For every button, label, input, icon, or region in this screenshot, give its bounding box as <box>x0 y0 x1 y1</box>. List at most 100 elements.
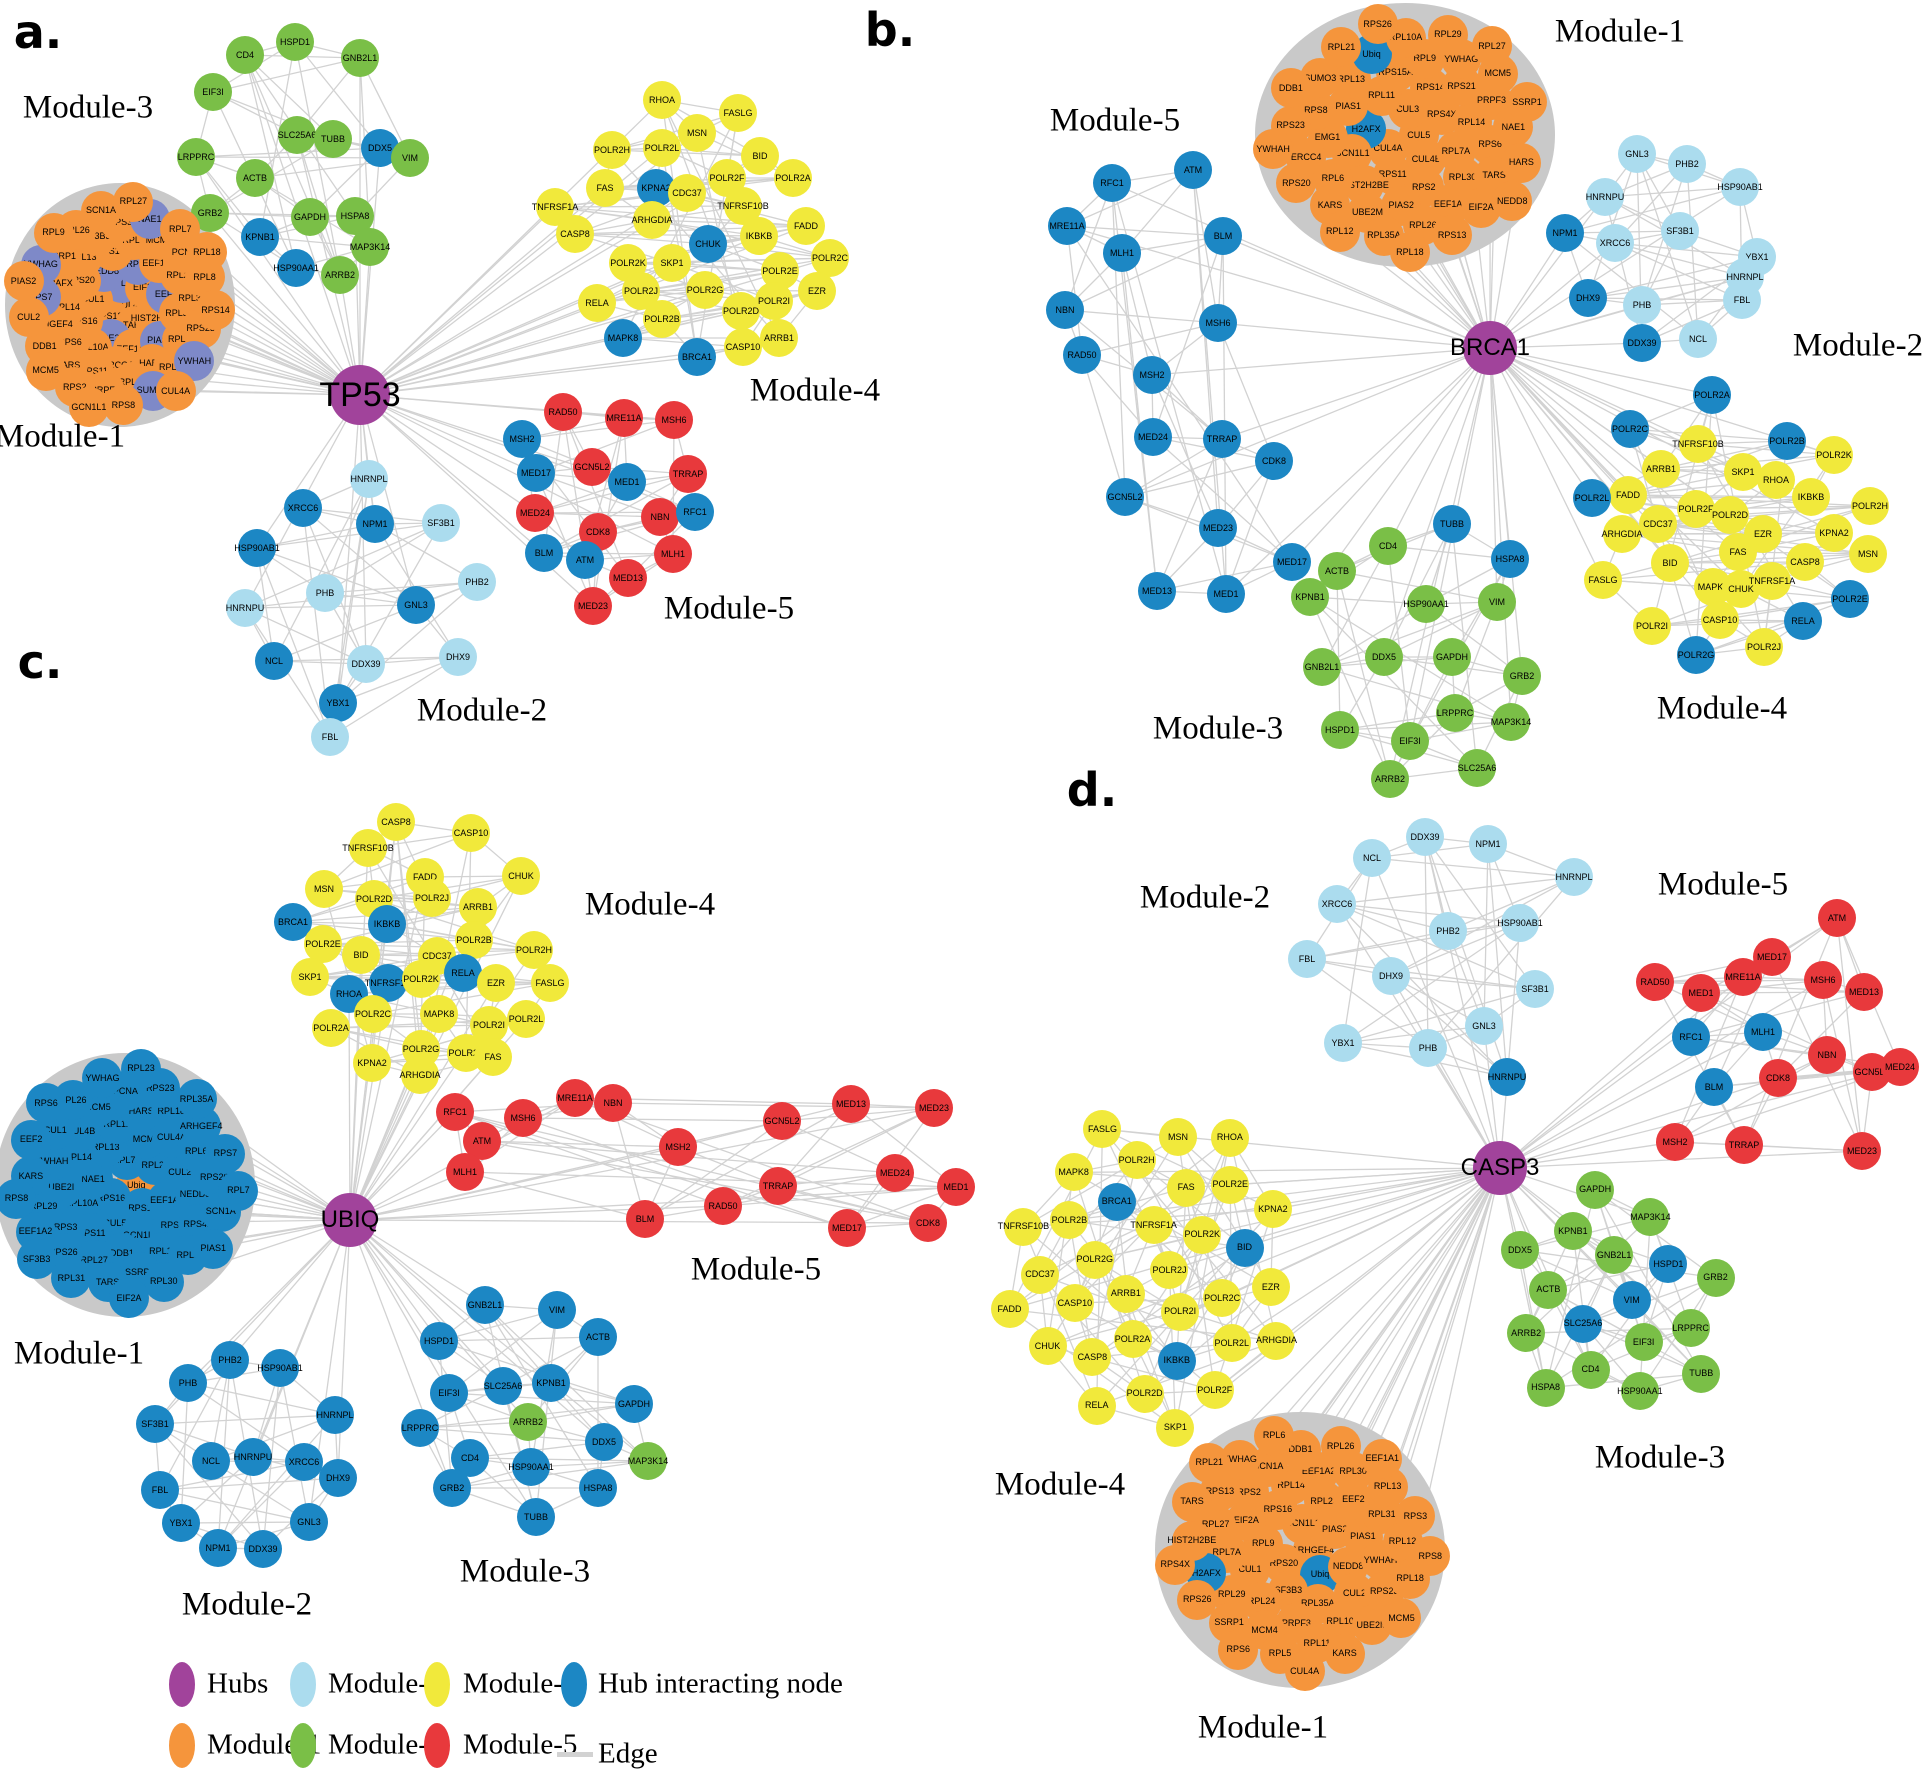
network-node[interactable]: MAPK8 <box>420 995 458 1033</box>
network-node[interactable]: RPS8 <box>103 385 144 426</box>
network-node[interactable]: POLR2L <box>643 129 681 167</box>
network-node[interactable]: ARRB1 <box>459 888 497 926</box>
network-node[interactable]: MED23 <box>574 587 612 625</box>
network-node[interactable]: GCN5L2 <box>1106 478 1144 516</box>
network-node[interactable]: RELA <box>444 954 482 992</box>
network-node[interactable]: HNRNPU <box>226 589 264 627</box>
network-node[interactable]: DDB1 <box>1270 68 1311 109</box>
network-node[interactable]: YWHAG <box>82 1058 123 1099</box>
network-node[interactable]: GCN5L2 <box>763 1102 801 1140</box>
network-node[interactable]: CD4 <box>226 36 264 74</box>
network-node[interactable]: MLH1 <box>1103 234 1141 272</box>
network-node[interactable]: MED1 <box>1207 575 1245 613</box>
network-node[interactable]: HSPD1 <box>1321 711 1359 749</box>
network-node[interactable]: KPNB1 <box>1553 1212 1592 1251</box>
network-node[interactable]: POLR2D <box>1711 496 1749 534</box>
network-node[interactable]: POLR2K <box>1183 1215 1222 1254</box>
network-node[interactable]: KPNB1 <box>241 218 279 256</box>
network-node[interactable]: RPL21 <box>1189 1442 1230 1483</box>
network-node[interactable]: MAPK8 <box>1054 1153 1093 1192</box>
network-node[interactable]: BLM <box>1204 217 1242 255</box>
network-node[interactable]: RFC1 <box>436 1093 474 1131</box>
network-node[interactable]: SF3B1 <box>1516 970 1554 1008</box>
network-node[interactable]: HSP90AB1 <box>1497 904 1543 942</box>
network-node[interactable]: XRCC6 <box>284 489 322 527</box>
network-node[interactable]: RPL29 <box>1427 14 1468 55</box>
network-node[interactable]: GNL3 <box>1618 135 1656 173</box>
network-node[interactable]: TNFRSF10B <box>998 1207 1049 1246</box>
network-node[interactable]: MRE11A <box>556 1079 594 1117</box>
network-node[interactable]: FAS <box>1167 1168 1206 1207</box>
network-node[interactable]: FADD <box>990 1290 1029 1329</box>
network-node[interactable]: NBN <box>1808 1036 1846 1074</box>
network-node[interactable]: DDX39 <box>1406 818 1444 856</box>
network-node[interactable]: POLR2A <box>1113 1320 1152 1359</box>
network-node[interactable]: HNRNPU <box>234 1438 272 1476</box>
network-node[interactable]: HSPD1 <box>1649 1245 1688 1284</box>
network-node[interactable]: FADD <box>787 207 825 245</box>
network-node[interactable]: CHUK <box>689 225 727 263</box>
network-node[interactable]: HSPA8 <box>579 1469 617 1507</box>
network-node[interactable]: GAPDH <box>1576 1170 1615 1209</box>
network-node[interactable]: MED24 <box>876 1154 914 1192</box>
network-node[interactable]: ARHGDIA <box>632 201 673 239</box>
network-node[interactable]: RPS26 <box>1177 1579 1218 1620</box>
network-node[interactable]: POLR2K <box>402 960 440 998</box>
network-node[interactable]: SF3B3 <box>16 1239 57 1280</box>
network-node[interactable]: XRCC6 <box>285 1443 323 1481</box>
network-node[interactable]: MSH6 <box>504 1099 542 1137</box>
network-node[interactable]: PIAS1 <box>193 1228 234 1269</box>
network-node[interactable]: DDX5 <box>1365 638 1403 676</box>
network-node[interactable]: TNFRSF10B <box>717 187 769 225</box>
network-node[interactable]: MED1 <box>1682 974 1720 1012</box>
network-node[interactable]: DHX9 <box>1372 957 1410 995</box>
network-node[interactable]: EIF3I <box>1391 722 1429 760</box>
network-node[interactable]: GRB2 <box>433 1469 471 1507</box>
network-node[interactable]: HNRNPL <box>1555 858 1593 896</box>
network-node[interactable]: GNB2L1 <box>1303 648 1341 686</box>
network-node[interactable]: HSP90AB1 <box>234 529 280 567</box>
network-node[interactable]: NPM1 <box>356 505 394 543</box>
network-node[interactable]: POLR2F <box>1195 1371 1234 1410</box>
network-node[interactable]: SLC25A6 <box>278 116 316 154</box>
network-node[interactable]: POLR2G <box>1075 1240 1114 1279</box>
network-node[interactable]: ATM <box>1818 899 1856 937</box>
network-node[interactable]: HSP90AA1 <box>1617 1372 1663 1411</box>
network-node[interactable]: POLR2I <box>1161 1292 1200 1331</box>
network-node[interactable]: NPM1 <box>1546 214 1584 252</box>
network-node[interactable]: RAD50 <box>544 393 582 431</box>
network-node[interactable]: MAP3K14 <box>1491 703 1531 741</box>
network-node[interactable]: SLC25A6 <box>1564 1304 1602 1343</box>
network-node[interactable]: POLR2L <box>1212 1324 1251 1363</box>
network-node[interactable]: PHB <box>169 1364 207 1402</box>
network-node[interactable]: RPL6 <box>1254 1415 1295 1456</box>
network-node[interactable]: FASLG <box>531 964 569 1002</box>
network-node[interactable]: MRE11A <box>1048 207 1086 245</box>
network-node[interactable]: HSPD1 <box>276 23 314 61</box>
network-node[interactable]: RPS14 <box>195 290 236 331</box>
network-node[interactable]: RPS3 <box>1395 1496 1436 1537</box>
network-node[interactable]: RAD50 <box>704 1187 742 1225</box>
network-node[interactable]: ARHGDIA <box>1602 515 1643 553</box>
network-node[interactable]: EZR <box>1251 1268 1290 1307</box>
network-node[interactable]: RPS20 <box>1276 163 1317 204</box>
network-node[interactable]: BLM <box>525 534 563 572</box>
network-node[interactable]: NBN <box>641 498 679 536</box>
network-node[interactable]: CASP8 <box>377 803 415 841</box>
network-node[interactable]: DHX9 <box>1569 279 1607 317</box>
network-node[interactable]: CASP8 <box>556 215 594 253</box>
network-node[interactable]: VIM <box>391 139 429 177</box>
network-node[interactable]: MED1 <box>608 463 646 501</box>
network-node[interactable]: POLR2E <box>304 925 342 963</box>
network-node[interactable]: TUBB <box>1682 1354 1721 1393</box>
network-node[interactable]: MSN <box>1849 535 1887 573</box>
network-node[interactable]: PHB <box>1623 286 1661 324</box>
network-node[interactable]: DDX5 <box>585 1423 623 1461</box>
network-node[interactable]: SLC25A6 <box>1458 749 1496 787</box>
network-node[interactable]: DDX5 <box>1501 1231 1540 1270</box>
network-node[interactable]: RPL30 <box>143 1261 184 1302</box>
network-node[interactable]: HSP90AA1 <box>1403 585 1449 623</box>
network-node[interactable]: ARRB2 <box>509 1403 547 1441</box>
network-node[interactable]: RPS6 <box>26 1083 67 1124</box>
network-node[interactable]: MED23 <box>915 1089 953 1127</box>
